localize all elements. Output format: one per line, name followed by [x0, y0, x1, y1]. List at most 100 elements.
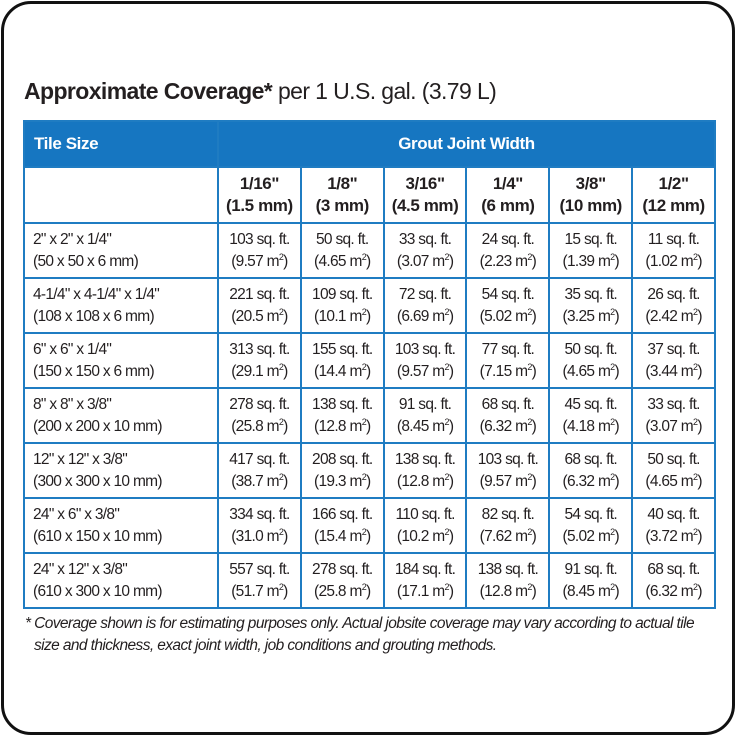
- coverage-sqft: 50 sq. ft.: [550, 339, 631, 361]
- sqft-unit: sq. ft.: [583, 395, 618, 413]
- coverage-cell: 208 sq. ft. (19.3 m2): [299, 442, 385, 499]
- tile-size-cell: 4-1/4" x 4-1/4" x 1/4" (108 x 108 x 6 mm): [23, 277, 219, 334]
- coverage-m2: (2.23 m2): [479, 251, 537, 270]
- m2-exponent: 2: [361, 361, 367, 372]
- sqft-unit: sq. ft.: [418, 230, 452, 248]
- sqft-value: 103: [394, 340, 419, 358]
- sqft-value: 50: [647, 450, 664, 468]
- m2-value: 2.42: [649, 307, 678, 325]
- m2-value: 9.57: [401, 362, 429, 380]
- tile-size-cell: 12" x 12" x 3/8" (300 x 300 x 10 mm): [23, 442, 219, 499]
- coverage-sqft: 138 sq. ft.: [467, 559, 548, 581]
- sqft-value: 50: [316, 230, 333, 248]
- coverage-cell: 82 sq. ft. (7.62 m2): [465, 497, 551, 554]
- m2-value: 9.57: [235, 252, 264, 270]
- sqft-value: 417: [229, 450, 253, 468]
- table-row: 2" x 2" x 1/4" (50 x 50 x 6 mm) 103 sq. ft…: [23, 222, 716, 279]
- m2-exponent: 2: [527, 471, 532, 482]
- coverage-cell: 155 sq. ft. (14.4 m2): [299, 332, 385, 389]
- sqft-value: 138: [312, 395, 336, 413]
- m2-value: 6.32: [484, 417, 512, 435]
- coverage-m2: (3.72 m2): [645, 526, 702, 545]
- m2-exponent: 2: [444, 581, 450, 592]
- coverage-sqft: 91 sq. ft.: [385, 394, 466, 416]
- m2-value: 3.25: [566, 307, 595, 325]
- sqft-unit: sq. ft.: [339, 505, 373, 523]
- m2-exponent: 2: [693, 416, 698, 427]
- m2-value: 17.1: [401, 582, 429, 600]
- sqft-value: 110: [395, 505, 419, 523]
- m2-value: 25.8: [318, 582, 346, 600]
- sqft-value: 33: [647, 395, 664, 413]
- sqft-unit: sq. ft.: [505, 560, 539, 578]
- sqft-unit: sq. ft.: [666, 340, 701, 358]
- sqft-unit: sq. ft.: [666, 285, 701, 303]
- coverage-m2: (20.5 m2): [231, 306, 288, 325]
- tile-size-mm: (108 x 108 x 6 mm): [33, 307, 155, 325]
- footnote-line-2: size and thickness, exact joint width, j…: [34, 637, 497, 654]
- footnote-line-1: * Coverage shown is for estimating purpo…: [25, 615, 695, 632]
- m2-unit: m: [597, 527, 611, 545]
- grout-joint-width-header: Grout Joint Width: [217, 120, 716, 168]
- sqft-value: 26: [647, 285, 664, 303]
- tile-size-mm: (200 x 200 x 10 mm): [33, 417, 163, 435]
- coverage-sqft: 221 sq. ft.: [219, 284, 300, 306]
- m2-unit: m: [597, 307, 611, 325]
- coverage-m2: (12.8 m2): [314, 416, 371, 435]
- m2-exponent: 2: [527, 581, 532, 592]
- joint-width-inches: 1/2": [658, 174, 689, 193]
- m2-value: 19.3: [318, 472, 346, 490]
- m2-exponent: 2: [610, 306, 615, 317]
- sqft-value: 103: [229, 230, 253, 248]
- sqft-unit: sq. ft.: [583, 230, 618, 248]
- m2-value: 51.7: [235, 582, 264, 600]
- m2-unit: m: [266, 527, 280, 545]
- m2-exponent: 2: [527, 416, 532, 427]
- m2-exponent: 2: [361, 526, 367, 537]
- m2-unit: m: [680, 307, 694, 325]
- m2-unit: m: [349, 362, 362, 380]
- sqft-unit: sq. ft.: [583, 560, 618, 578]
- m2-unit: m: [597, 252, 611, 270]
- m2-value: 29.1: [235, 362, 264, 380]
- coverage-m2: (6.32 m2): [645, 581, 702, 600]
- m2-value: 2.23: [484, 252, 512, 270]
- sqft-value: 72: [398, 285, 416, 303]
- coverage-m2: (9.57 m2): [479, 471, 537, 490]
- joint-width-header: 3/8" (10 mm): [548, 166, 634, 224]
- sqft-unit: sq. ft.: [256, 285, 291, 303]
- sqft-unit: sq. ft.: [666, 560, 701, 578]
- coverage-m2: (8.45 m2): [396, 416, 454, 435]
- coverage-m2: (3.07 m2): [645, 416, 702, 435]
- coverage-table: Tile Size Grout Joint Width 1/16" (1.5 mm…: [23, 120, 716, 609]
- sqft-value: 103: [477, 450, 502, 468]
- coverage-sqft: 138 sq. ft.: [302, 394, 383, 416]
- m2-exponent: 2: [278, 416, 284, 427]
- coverage-m2: (1.39 m2): [562, 251, 620, 270]
- sqft-unit: sq. ft.: [339, 560, 373, 578]
- sqft-value: 54: [564, 505, 581, 523]
- coverage-cell: 166 sq. ft. (15.4 m2): [299, 497, 385, 554]
- m2-exponent: 2: [693, 361, 698, 372]
- m2-unit: m: [597, 417, 611, 435]
- m2-unit: m: [515, 417, 528, 435]
- coverage-sqft: 138 sq. ft.: [385, 449, 466, 471]
- m2-unit: m: [266, 362, 280, 380]
- joint-width-mm: (12 mm): [642, 196, 705, 215]
- coverage-cell: 50 sq. ft. (4.65 m2): [631, 442, 716, 499]
- tile-size-cell: 24" x 12" x 3/8" (610 x 300 x 10 mm): [23, 552, 219, 609]
- coverage-cell: 50 sq. ft. (4.65 m2): [299, 222, 385, 279]
- coverage-sqft: 24 sq. ft.: [467, 229, 548, 251]
- sqft-unit: sq. ft.: [501, 230, 535, 248]
- coverage-sqft: 11 sq. ft.: [633, 229, 714, 251]
- m2-value: 7.15: [484, 362, 512, 380]
- m2-unit: m: [597, 362, 611, 380]
- m2-exponent: 2: [278, 471, 284, 482]
- coverage-sqft: 278 sq. ft.: [302, 559, 383, 581]
- sqft-value: 184: [394, 560, 419, 578]
- sqft-unit: sq. ft.: [583, 340, 618, 358]
- m2-unit: m: [432, 307, 445, 325]
- joint-width-mm: (10 mm): [559, 196, 623, 215]
- sqft-unit: sq. ft.: [501, 505, 535, 523]
